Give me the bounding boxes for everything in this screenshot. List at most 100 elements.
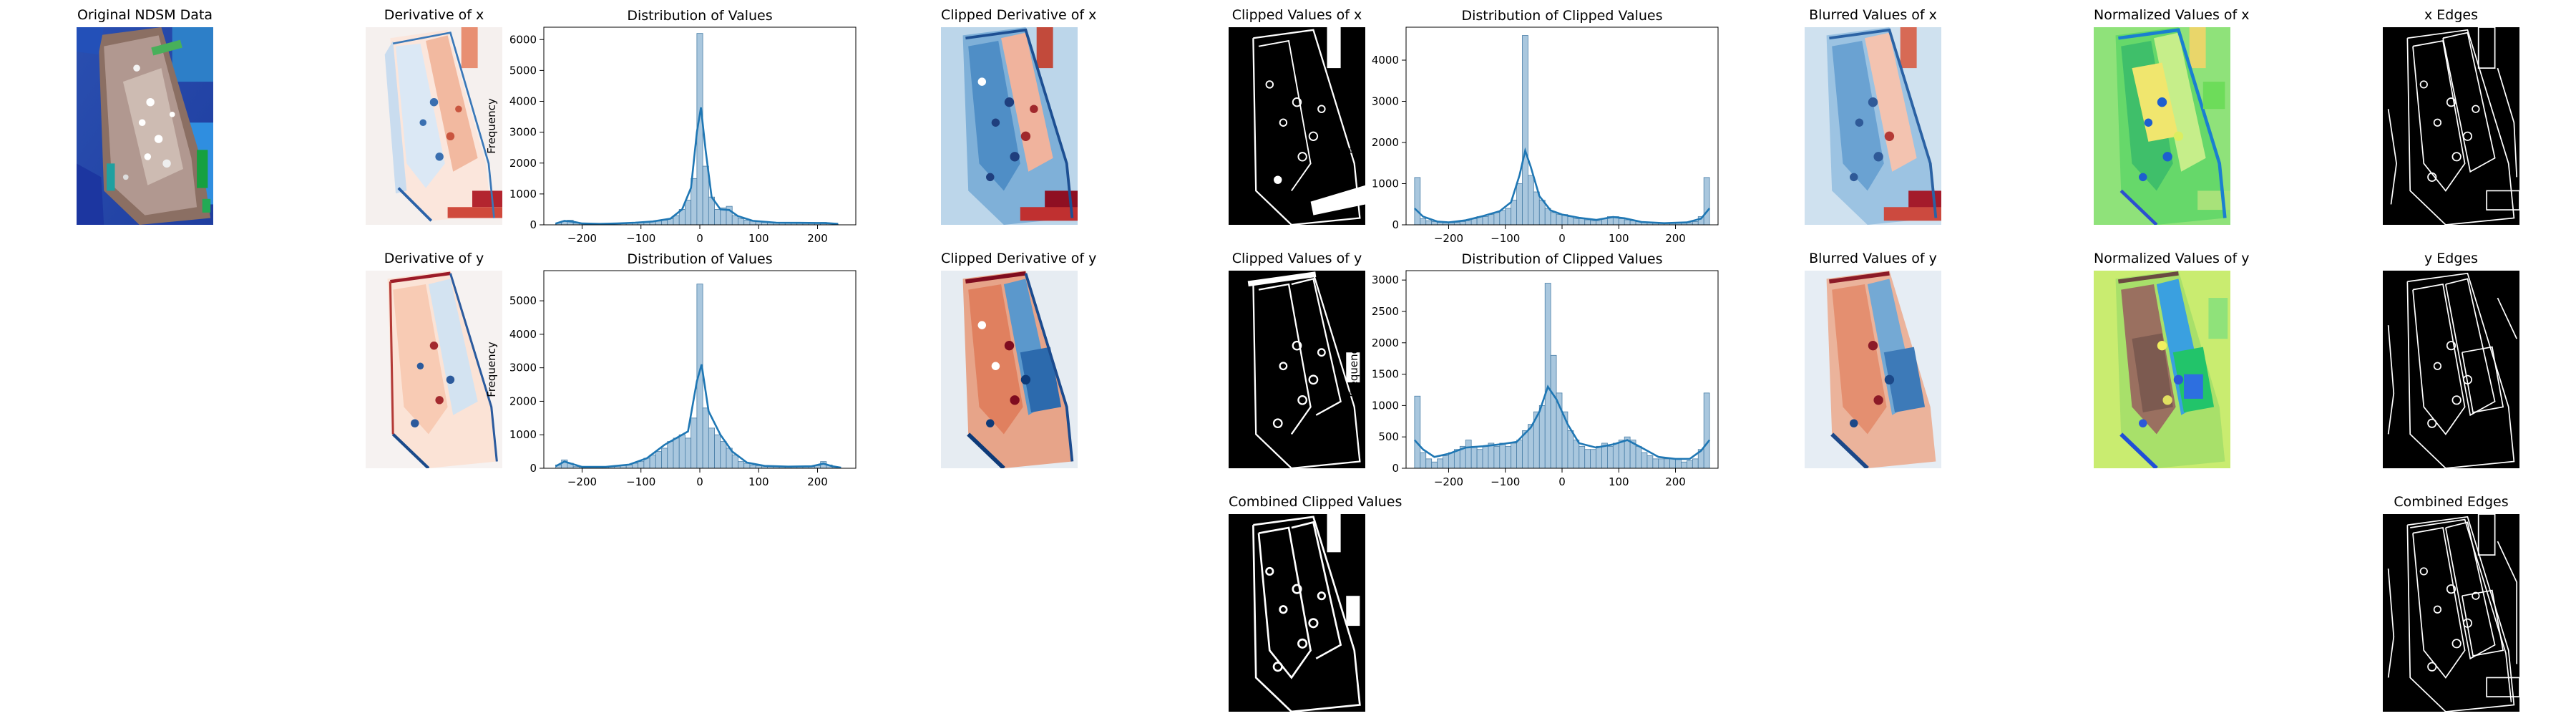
panel-title: Derivative of x	[384, 7, 484, 23]
kde-line	[555, 364, 841, 469]
x-tick-label: 200	[807, 475, 828, 488]
histogram-bar	[1482, 445, 1489, 469]
normalized-values-y-panel: Normalized Values of y	[2094, 251, 2250, 468]
panel-title: Clipped Derivative of y	[941, 251, 1097, 266]
histogram-bar	[1493, 212, 1501, 226]
derivative-x-image	[366, 27, 502, 225]
histogram-bar	[685, 200, 692, 226]
histogram-svg: Distribution of Values Frequency −200 −100 0…	[485, 251, 857, 488]
panel-title: Combined Clipped Values	[1229, 494, 1402, 510]
combined-clipped-values-image	[1229, 514, 1365, 712]
blurred-values-y-panel: Blurred Values of y	[1805, 251, 1941, 468]
histogram-bar	[1425, 458, 1433, 469]
histogram-bar	[1579, 445, 1586, 469]
histogram-bar	[1692, 221, 1699, 226]
y-tick-label: 4000	[509, 95, 537, 108]
x-tick-label: −100	[1491, 232, 1520, 245]
histogram-bar	[1516, 183, 1523, 226]
clipped-values-y-panel: Clipped Values of y	[1229, 251, 1365, 468]
y-tick-label: 0	[530, 462, 537, 475]
plot-frame	[1405, 26, 1719, 226]
y-edges-panel: y Edges	[2383, 251, 2519, 468]
original-ndsm-panel: Original NDSM Data	[77, 7, 213, 225]
histogram-bar	[1538, 405, 1546, 469]
x-tick-label: −100	[626, 475, 655, 488]
derivative-y-image	[366, 271, 502, 468]
panel-title: Combined Edges	[2394, 494, 2509, 510]
normalized-values-x-panel: Normalized Values of x	[2094, 7, 2250, 225]
clipped-derivative-x-image	[941, 27, 1078, 225]
y-tick-label: 500	[1378, 430, 1399, 443]
clipped-values-y-image	[1229, 271, 1365, 468]
panel-title: Clipped Values of x	[1231, 7, 1362, 23]
y-tick-label: 1000	[509, 188, 537, 200]
x-tick-label: −100	[626, 232, 655, 245]
histogram-bar	[1414, 395, 1421, 469]
histogram-bar	[1505, 208, 1512, 226]
histogram-bar	[1590, 449, 1596, 469]
panel-title: Normalized Values of x	[2094, 7, 2250, 23]
histogram-bar	[1453, 222, 1460, 226]
panel-title: y Edges	[2424, 251, 2478, 266]
x-tick-label: 0	[696, 475, 703, 488]
histogram-bar	[1584, 449, 1591, 469]
y-tick-label: 0	[1392, 462, 1399, 475]
y-tick-label: 4000	[509, 328, 537, 341]
combined-clipped-values-panel: Combined Clipped Values	[1229, 494, 1402, 712]
histogram-bar	[1579, 218, 1586, 226]
histogram-bar	[1443, 455, 1449, 469]
histogram-bar	[1420, 218, 1427, 226]
histogram-svg: Distribution of Clipped Values Frequency −…	[1347, 8, 1719, 245]
histogram-bar	[1465, 440, 1472, 469]
kde-line	[1413, 384, 1711, 460]
x-tick-label: −200	[567, 232, 597, 245]
x-tick-label: 100	[1609, 475, 1629, 488]
y-tick-label: 1000	[1372, 399, 1399, 412]
histogram-bar	[691, 417, 698, 469]
blurred-values-y-image	[1805, 271, 1941, 468]
histogram-bar	[1646, 455, 1654, 469]
x-tick-label: −200	[1434, 232, 1463, 245]
histogram-bar	[1573, 440, 1580, 469]
histogram-bar	[667, 441, 674, 469]
histogram-chart-3: Distribution of Values Frequency −200 −100 0…	[485, 251, 857, 488]
histogram-bar	[1686, 460, 1693, 469]
normalized-values-y-image	[2094, 271, 2230, 468]
histogram-bar	[1567, 430, 1574, 469]
normalized-values-x-image	[2094, 27, 2230, 225]
histogram-chart-2: Distribution of Clipped Values Frequency −…	[1347, 8, 1719, 245]
histogram-chart-4: Distribution of Clipped Values Frequency −…	[1347, 251, 1719, 488]
histogram-svg: Distribution of Clipped Values Frequency −…	[1347, 251, 1719, 488]
histogram-bar	[1488, 214, 1495, 226]
panel-title: Original NDSM Data	[77, 7, 213, 23]
histogram-bar	[1470, 445, 1478, 469]
histogram-bar	[1538, 200, 1546, 226]
histogram-bar	[1612, 442, 1619, 469]
histogram-bar	[738, 461, 745, 469]
histogram-bar	[1618, 218, 1625, 226]
histogram-bar	[1692, 458, 1699, 469]
histogram-bar	[1635, 445, 1642, 469]
x-tick-label: −200	[567, 475, 597, 488]
histogram-bar	[1488, 442, 1495, 469]
chart-title: Distribution of Values	[627, 251, 772, 267]
histogram-bar	[1556, 214, 1563, 226]
chart-title: Distribution of Clipped Values	[1461, 8, 1662, 24]
histogram-bar	[1624, 219, 1631, 226]
histogram-bar	[1584, 219, 1591, 226]
histogram-bar	[1550, 354, 1557, 469]
histogram-bar	[714, 209, 721, 226]
x-tick-label: 200	[1665, 475, 1686, 488]
y-tick-label: 3000	[509, 126, 537, 139]
combined-edges-panel: Combined Edges	[2383, 494, 2519, 712]
histogram-bar	[1590, 220, 1596, 226]
blurred-values-x-panel: Blurred Values of x	[1805, 7, 1941, 225]
histogram-bar	[649, 454, 656, 469]
histogram-bar	[1596, 445, 1602, 469]
histogram-bar	[743, 463, 751, 469]
y-tick-label: 2000	[1372, 337, 1399, 349]
histogram-bar	[1681, 461, 1687, 469]
x-tick-label: 200	[1665, 232, 1686, 245]
histogram-bar	[1669, 458, 1676, 469]
clipped-derivative-x-panel: Clipped Derivative of x	[941, 7, 1096, 225]
